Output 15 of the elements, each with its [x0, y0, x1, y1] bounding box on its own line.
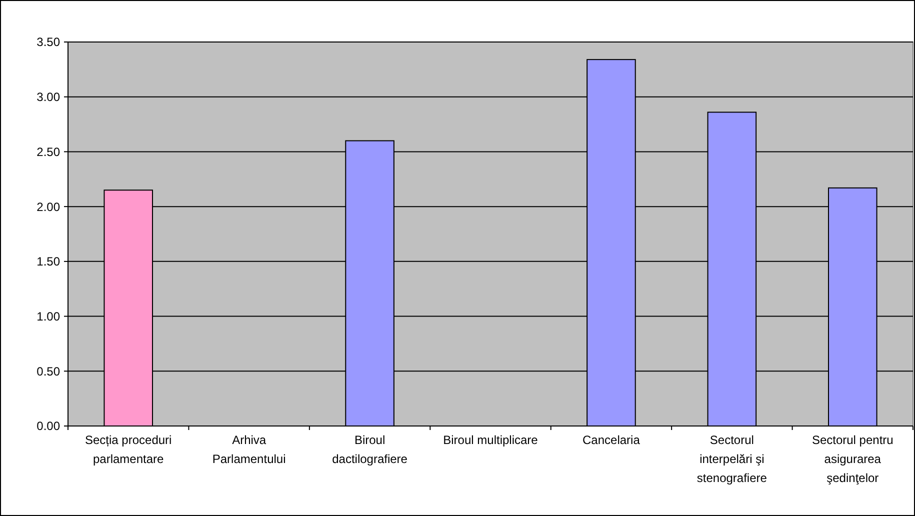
y-tick-label: 3.50	[36, 35, 60, 50]
x-tick-label: Biroul multiplicare	[443, 433, 538, 447]
y-tick-label: 3.00	[36, 90, 60, 104]
y-tick-label: 2.50	[36, 144, 60, 159]
x-tick-label: Biroul dactilografiere	[332, 433, 408, 466]
x-tick-label: Arhiva Parlamentului	[212, 433, 286, 466]
y-tick-label: 1.50	[36, 254, 60, 269]
x-tick-label: Sectorul interpelări şi stenografiere	[696, 433, 768, 485]
y-tick-label: 2.00	[36, 200, 60, 214]
y-tick-label: 1.00	[36, 309, 60, 324]
y-tick-label: 0.50	[36, 364, 60, 378]
x-tick-label: Secția proceduri parlamentare	[85, 433, 172, 466]
y-tick-label: 0.00	[36, 419, 60, 434]
x-tick-label: Sectorul pentru asigurarea şedinţelor	[812, 433, 894, 485]
x-tick-label: Cancelaria	[582, 433, 640, 447]
